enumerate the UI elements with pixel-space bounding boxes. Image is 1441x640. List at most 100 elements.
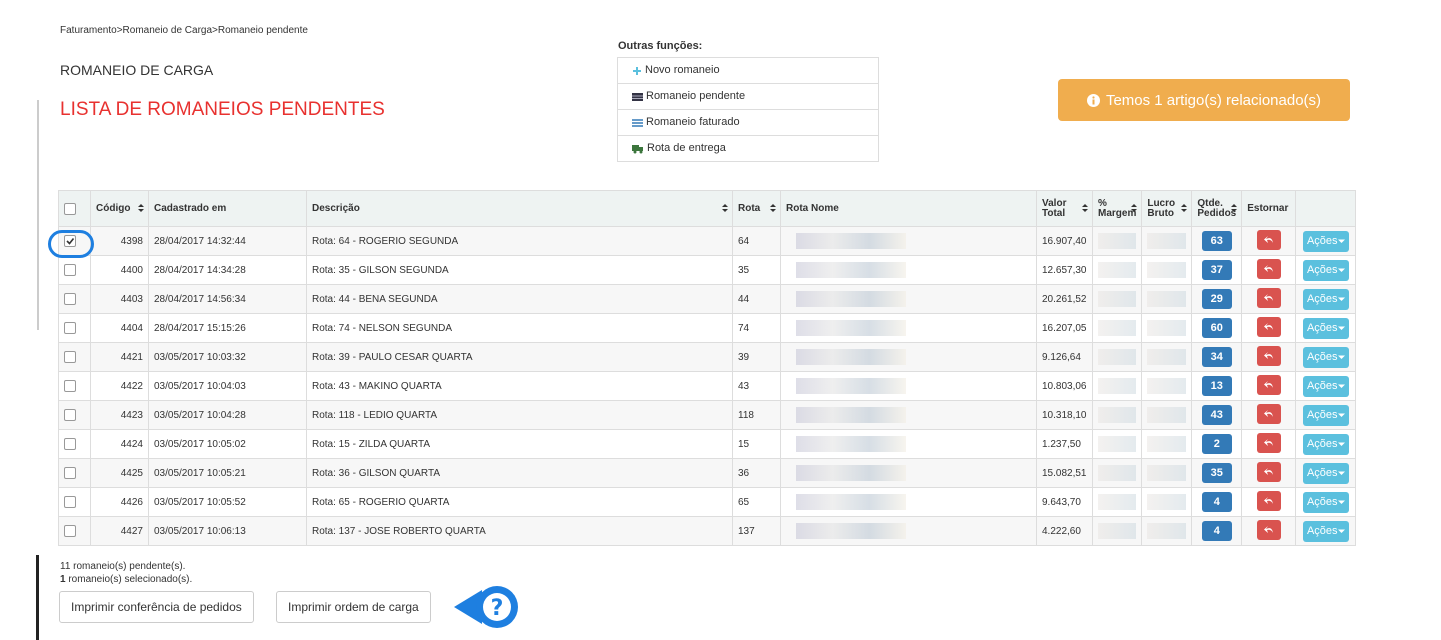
reverse-button[interactable] — [1256, 345, 1281, 366]
header-cell[interactable]: Código — [90, 190, 149, 227]
order-count[interactable]: 2 — [1201, 434, 1232, 454]
cell: 43 — [732, 371, 781, 401]
header-cell — [1295, 190, 1357, 227]
actions-button[interactable]: Ações — [1302, 346, 1349, 368]
selected-count: 1 romaneio(s) selecionado(s). — [60, 574, 192, 585]
alert-text[interactable]: Temos 1 artigo(s) relacionado(s) — [1105, 91, 1322, 109]
cell — [58, 429, 91, 459]
actions-label[interactable]: Ações — [1306, 263, 1338, 276]
checkbox[interactable] — [64, 438, 76, 450]
cell: 15 — [732, 429, 781, 459]
order-count[interactable]: 29 — [1201, 289, 1232, 309]
help-bubble[interactable]: ? — [452, 584, 528, 630]
reverse-button[interactable] — [1256, 287, 1281, 308]
actions-button[interactable]: Ações — [1302, 433, 1349, 455]
header-cell[interactable]: % Margem — [1091, 190, 1143, 227]
order-count[interactable]: 60 — [1201, 318, 1232, 338]
header-cell[interactable]: Descrição — [306, 190, 733, 227]
reverse-button[interactable] — [1256, 490, 1281, 511]
cell: 03/05/2017 10:05:21 — [148, 458, 307, 488]
alert[interactable]: Temos 1 artigo(s) relacionado(s) — [1058, 79, 1350, 121]
order-count[interactable]: 37 — [1201, 260, 1232, 280]
reverse-button[interactable] — [1256, 432, 1281, 453]
reverse-button[interactable] — [1256, 258, 1281, 279]
header-cell[interactable]: Rota — [732, 190, 781, 227]
checkbox[interactable] — [64, 264, 76, 276]
order-count[interactable]: 4 — [1201, 492, 1232, 512]
help-icon[interactable]: ? — [491, 596, 504, 621]
actions-label[interactable]: Ações — [1306, 350, 1338, 363]
actions-button[interactable]: Ações — [1302, 288, 1349, 310]
checkbox[interactable] — [64, 351, 76, 363]
table-row: 4398 28/04/2017 14:32:44 Rota: 64 - ROGERI… — [58, 226, 1357, 256]
cell: 118 — [732, 400, 781, 430]
cell: 137 — [732, 516, 781, 546]
cell: Rota: 39 - PAULO CESAR QUARTA — [306, 342, 733, 372]
function-label[interactable]: Rota de entrega — [647, 142, 726, 154]
function-label[interactable]: Novo romaneio — [645, 64, 720, 76]
checkbox[interactable] — [64, 235, 76, 247]
header-cell[interactable]: Valor Total — [1036, 190, 1093, 227]
cell — [58, 458, 91, 488]
cell: 35 — [732, 255, 781, 285]
actions-label[interactable]: Ações — [1306, 437, 1338, 450]
order-count[interactable]: 13 — [1201, 376, 1232, 396]
checkbox[interactable] — [64, 202, 76, 215]
checkbox[interactable] — [64, 525, 76, 537]
actions-button[interactable]: Ações — [1302, 317, 1349, 339]
order-count[interactable]: 63 — [1201, 231, 1232, 251]
function-item[interactable]: Romaneio pendente — [618, 83, 878, 109]
actions-button[interactable]: Ações — [1302, 230, 1349, 252]
checkbox[interactable] — [64, 293, 76, 305]
actions-label[interactable]: Ações — [1306, 321, 1338, 334]
checkbox[interactable] — [64, 496, 76, 508]
actions-button[interactable]: Ações — [1302, 462, 1349, 484]
cell: Rota: 44 - BENA SEGUNDA — [306, 284, 733, 314]
cell — [1241, 458, 1297, 488]
print-button[interactable]: Imprimir ordem de carga — [276, 591, 431, 623]
cell — [1241, 342, 1297, 372]
header-cell[interactable]: Qtde. Pedidos — [1191, 190, 1243, 227]
side-line — [37, 100, 39, 330]
print-button[interactable]: Imprimir conferência de pedidos — [59, 591, 254, 623]
reverse-button[interactable] — [1256, 316, 1281, 337]
checkbox[interactable] — [64, 409, 76, 421]
checkbox[interactable] — [64, 380, 76, 392]
order-count[interactable]: 34 — [1201, 347, 1232, 367]
function-label[interactable]: Romaneio faturado — [646, 116, 740, 128]
cell: 03/05/2017 10:05:02 — [148, 429, 307, 459]
reverse-button[interactable] — [1256, 374, 1281, 395]
actions-label[interactable]: Ações — [1306, 466, 1338, 479]
function-item[interactable]: Romaneio faturado — [618, 109, 878, 135]
actions-label[interactable]: Ações — [1306, 524, 1338, 537]
reverse-button[interactable] — [1256, 403, 1281, 424]
checkbox[interactable] — [64, 467, 76, 479]
reverse-button[interactable] — [1256, 461, 1281, 482]
actions-label[interactable]: Ações — [1306, 495, 1338, 508]
cell: Rota: 137 - JOSE ROBERTO QUARTA — [306, 516, 733, 546]
order-count[interactable]: 4 — [1201, 521, 1232, 541]
actions-button[interactable]: Ações — [1302, 404, 1349, 426]
cell — [1091, 313, 1143, 343]
order-count[interactable]: 35 — [1201, 463, 1232, 483]
actions-button[interactable]: Ações — [1302, 520, 1349, 542]
reverse-button[interactable] — [1256, 229, 1281, 250]
table-row: 4421 03/05/2017 10:03:32 Rota: 39 - PAULO … — [58, 342, 1357, 372]
function-label[interactable]: Romaneio pendente — [646, 90, 746, 102]
function-item[interactable]: Rota de entrega — [618, 135, 878, 161]
order-count[interactable]: 43 — [1201, 405, 1232, 425]
actions-label[interactable]: Ações — [1306, 408, 1338, 421]
cell — [1141, 255, 1193, 285]
checkbox[interactable] — [64, 322, 76, 334]
reverse-button[interactable] — [1256, 519, 1281, 540]
cell: 16.907,40 — [1036, 226, 1093, 256]
actions-button[interactable]: Ações — [1302, 491, 1349, 513]
function-item[interactable]: Novo romaneio — [618, 58, 878, 83]
actions-label[interactable]: Ações — [1306, 234, 1338, 247]
header-cell[interactable]: Lucro Bruto — [1141, 190, 1193, 227]
actions-button[interactable]: Ações — [1302, 259, 1349, 281]
actions-button[interactable]: Ações — [1302, 375, 1349, 397]
actions-label[interactable]: Ações — [1306, 379, 1338, 392]
cell — [1241, 284, 1297, 314]
actions-label[interactable]: Ações — [1306, 292, 1338, 305]
